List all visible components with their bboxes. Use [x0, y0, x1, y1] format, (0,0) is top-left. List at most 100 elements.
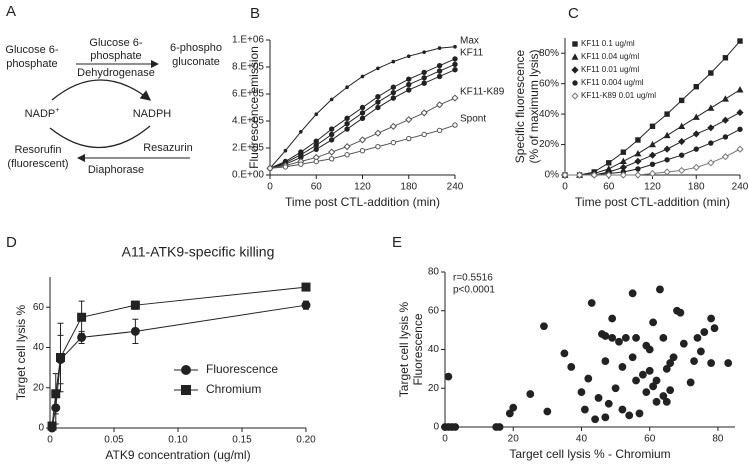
series-label: Spont: [460, 114, 486, 125]
point: [130, 326, 140, 336]
y-tick-label: 2.E+05: [232, 143, 264, 154]
point: [451, 423, 460, 431]
point: [584, 374, 593, 383]
legend-marker: [572, 41, 578, 47]
point: [495, 423, 504, 431]
x-tick-label: 0: [562, 182, 568, 193]
y-tick-label: 0.E+00: [232, 170, 264, 181]
point: [540, 322, 548, 331]
point: [605, 171, 613, 179]
point: [692, 130, 700, 138]
point: [422, 50, 426, 54]
y-tick-label: 80%: [539, 48, 559, 59]
node-label: Glucose 6-: [5, 44, 59, 56]
point: [436, 68, 443, 74]
point: [678, 122, 686, 129]
point: [721, 95, 729, 102]
point: [611, 384, 620, 393]
point: [576, 171, 584, 179]
point: [737, 126, 743, 133]
point: [405, 116, 413, 124]
legend-label: KF11 0.01 ug/ml: [581, 65, 639, 74]
point: [652, 376, 661, 385]
point: [328, 148, 336, 156]
point: [389, 122, 397, 130]
point: [526, 390, 535, 398]
y-tick-label: 40: [33, 342, 45, 353]
point: [444, 372, 453, 381]
superscript: +: [55, 107, 59, 114]
x-tick-label: 40: [576, 434, 588, 445]
point: [604, 399, 613, 408]
node-label: Resazurin: [143, 142, 193, 154]
legend-label: KF11-K89 0.01 ug/ml: [581, 91, 656, 100]
point: [625, 411, 634, 420]
y-axis-label: Specific fluorescence: [513, 49, 527, 163]
point: [634, 150, 642, 157]
point: [328, 131, 335, 138]
point: [374, 129, 382, 137]
point: [451, 94, 459, 102]
point: [344, 126, 350, 132]
point: [594, 394, 603, 402]
point: [693, 146, 699, 152]
legend-marker: [572, 80, 578, 86]
point: [736, 86, 744, 93]
enzyme-label: Glucose 6-: [89, 37, 143, 49]
x-tick-label: 240: [447, 182, 464, 193]
point: [606, 160, 612, 166]
point: [722, 55, 729, 61]
point: [621, 333, 630, 342]
node-label: Resorufin: [14, 144, 61, 156]
point: [345, 85, 349, 90]
y-axis-label: (% of maximum lysis): [527, 49, 541, 163]
x-axis-label: ATK9 concentration (ug/ml): [105, 448, 250, 462]
point: [328, 137, 335, 143]
x-tick-label: 0: [267, 182, 273, 193]
annotation: p<0.0001: [453, 285, 495, 296]
pathway-diagram: A Glucose 6- phosphate Glucose 6- phosph…: [5, 3, 222, 176]
point: [664, 111, 670, 117]
point: [722, 134, 729, 140]
point: [437, 46, 442, 50]
x-axis-label: Target cell lysis % - Chromium: [509, 447, 670, 461]
y-tick-label: 80: [428, 267, 440, 278]
y-tick-label: 0: [433, 422, 439, 433]
point: [344, 152, 350, 158]
point: [51, 389, 61, 399]
panel-label: B: [250, 5, 260, 22]
x-tick-label: 60: [311, 182, 323, 193]
point: [301, 282, 311, 292]
point: [130, 300, 140, 310]
point: [635, 166, 641, 172]
point: [313, 146, 319, 153]
point: [590, 171, 598, 179]
y-tick-label: 8.E+05: [232, 62, 264, 73]
point: [453, 44, 457, 49]
point: [406, 76, 412, 82]
point: [662, 397, 671, 406]
point: [601, 332, 610, 340]
point: [421, 131, 427, 138]
y-axis-label: Target cell lysis %: [397, 301, 411, 397]
point: [659, 333, 668, 342]
point: [707, 159, 715, 167]
x-tick-label: 0.05: [104, 435, 124, 446]
point: [696, 347, 705, 356]
cycle-arrow: [51, 79, 152, 101]
point: [678, 97, 685, 104]
point: [375, 104, 381, 111]
y-tick-label: 6.E+05: [232, 89, 264, 100]
point: [436, 101, 444, 109]
y-tick-label: 60: [33, 302, 45, 313]
point: [452, 67, 458, 73]
point: [543, 407, 552, 416]
y-tick-label: 40%: [539, 109, 559, 120]
point: [662, 364, 671, 373]
x-tick-label: 120: [354, 182, 371, 193]
point: [267, 165, 273, 171]
x-tick-label: 0.10: [168, 435, 188, 446]
point: [642, 388, 651, 397]
point: [390, 84, 397, 90]
point: [619, 157, 627, 164]
